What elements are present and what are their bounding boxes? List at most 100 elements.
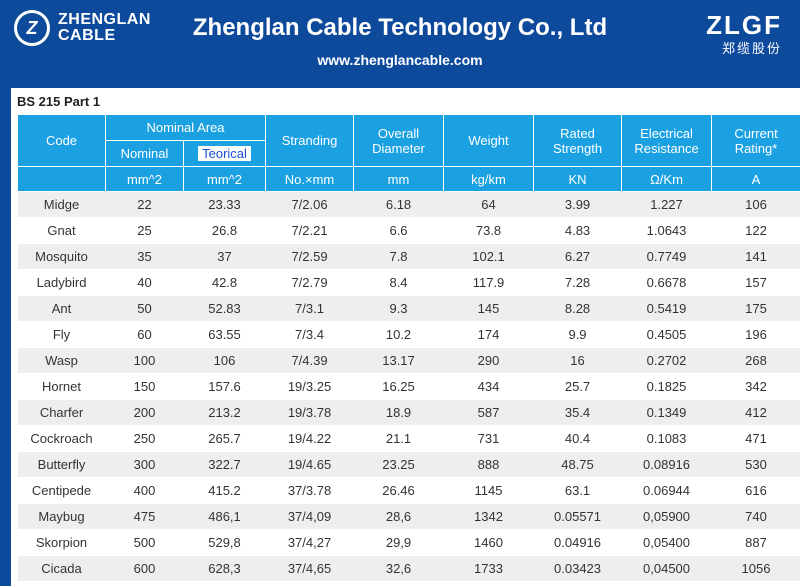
- table-cell: 48.75: [533, 451, 622, 478]
- table-cell: 1.227: [621, 191, 712, 218]
- company-website[interactable]: www.zhenglancable.com: [317, 52, 483, 68]
- table-cell: 3.99: [533, 191, 622, 218]
- cable-code-cell: Cockroach: [17, 425, 106, 452]
- table-cell: 35.4: [533, 399, 622, 426]
- cable-spec-table: Code Nominal Area Stranding Overall Diam…: [17, 114, 800, 582]
- table-row: Centipede 400 415.2 37/3.78 26.46 1145 63.1 0.0…: [17, 477, 800, 504]
- table-cell: 200: [105, 399, 184, 426]
- table-cell: 37/3.78: [265, 477, 354, 504]
- cable-code-cell: Wasp: [17, 347, 106, 374]
- table-cell: 10.2: [353, 321, 444, 348]
- table-cell: 7/3.1: [265, 295, 354, 322]
- unit-cell: No.×mm: [265, 166, 355, 192]
- table-cell: 7/3.4: [265, 321, 354, 348]
- header-overall-diameter: Overall Diameter: [353, 114, 445, 167]
- cable-code-cell: Butterfly: [17, 451, 106, 478]
- table-cell: 628,3: [183, 555, 266, 582]
- table-cell: 7/2.79: [265, 269, 354, 296]
- table-cell: 1145: [443, 477, 534, 504]
- table-cell: 25.7: [533, 373, 622, 400]
- table-cell: 0.7749: [621, 243, 712, 270]
- cable-code-cell: Charfer: [17, 399, 106, 426]
- brand-logo-chinese: 郑缆股份: [721, 41, 782, 56]
- table-cell: 23.25: [353, 451, 444, 478]
- table-cell: 268: [711, 347, 800, 374]
- table-cell: 6.27: [533, 243, 622, 270]
- table-cell: 0.1083: [621, 425, 712, 452]
- table-cell: 42.8: [183, 269, 266, 296]
- table-cell: 22: [105, 191, 184, 218]
- table-cell: 0.6678: [621, 269, 712, 296]
- table-cell: 106: [183, 347, 266, 374]
- table-cell: 0.5419: [621, 295, 712, 322]
- table-cell: 1342: [443, 503, 534, 530]
- table-cell: 73.8: [443, 217, 534, 244]
- table-cell: 415.2: [183, 477, 266, 504]
- unit-cell: KN: [533, 166, 623, 192]
- table-cell: 157.6: [183, 373, 266, 400]
- table-cell: 529,8: [183, 529, 266, 556]
- header-nominal: Nominal: [105, 140, 184, 167]
- table-cell: 0.1349: [621, 399, 712, 426]
- table-cell: 35: [105, 243, 184, 270]
- unit-cell: mm^2: [182, 166, 267, 192]
- table-cell: 117.9: [443, 269, 534, 296]
- table-cell: 7.8: [353, 243, 444, 270]
- table-cell: 174: [443, 321, 534, 348]
- table-cell: 0.2702: [621, 347, 712, 374]
- table-cell: 0.05571: [533, 503, 622, 530]
- table-cell: 7.28: [533, 269, 622, 296]
- header-nominal-area: Nominal Area: [104, 114, 267, 141]
- table-cell: 102.1: [443, 243, 534, 270]
- table-cell: 7/2.21: [265, 217, 354, 244]
- table-cell: 0,05400: [621, 529, 712, 556]
- table-cell: 196: [711, 321, 800, 348]
- table-cell: 60: [105, 321, 184, 348]
- header-code: Code: [17, 114, 106, 167]
- table-cell: 7/2.59: [265, 243, 354, 270]
- table-cell: 887: [711, 529, 800, 556]
- table-cell: 122: [711, 217, 800, 244]
- table-cell: 740: [711, 503, 800, 530]
- table-row: Wasp 100 106 7/4.39 13.17 290 16 0.2702 268: [17, 347, 800, 374]
- page-header: Z ZHENGLAN CABLE Zhenglan Cable Technolo…: [0, 0, 800, 88]
- table-cell: 0.04916: [533, 529, 622, 556]
- table-cell: 0.1825: [621, 373, 712, 400]
- table-cell: 19/4.22: [265, 425, 354, 452]
- cable-code-cell: Mosquito: [17, 243, 106, 270]
- cable-code-cell: Gnat: [17, 217, 106, 244]
- table-cell: 157: [711, 269, 800, 296]
- table-cell: 19/3.25: [265, 373, 354, 400]
- table-cell: 0,05900: [621, 503, 712, 530]
- table-cell: 40: [105, 269, 184, 296]
- table-cell: 300: [105, 451, 184, 478]
- table-cell: 0.4505: [621, 321, 712, 348]
- logo-line-1: ZHENGLAN: [58, 11, 151, 28]
- table-cell: 1460: [443, 529, 534, 556]
- cable-code-cell: Maybug: [17, 503, 106, 530]
- table-cell: 32,6: [353, 555, 444, 582]
- table-cell: 19/4.65: [265, 451, 354, 478]
- table-cell: 100: [105, 347, 184, 374]
- unit-cell: mm^2: [105, 166, 184, 192]
- table-cell: 9.3: [353, 295, 444, 322]
- table-cell: 265.7: [183, 425, 266, 452]
- table-row: Fly 60 63.55 7/3.4 10.2 174 9.9 0.4505 196: [17, 321, 800, 348]
- table-cell: 175: [711, 295, 800, 322]
- cable-code-cell: Midge: [17, 191, 106, 218]
- table-cell: 26.46: [353, 477, 444, 504]
- table-cell: 37/4,09: [265, 503, 354, 530]
- cable-code-cell: Cicada: [17, 555, 106, 582]
- cable-code-cell: Hornet: [17, 373, 106, 400]
- table-cell: 731: [443, 425, 534, 452]
- table-cell: 141: [711, 243, 800, 270]
- header-current-rating: Current Rating*: [711, 114, 800, 167]
- table-cell: 52.83: [183, 295, 266, 322]
- header-stranding: Stranding: [265, 114, 355, 167]
- table-cell: 213.2: [183, 399, 266, 426]
- header-electrical-resistance: Electrical Resistance: [621, 114, 713, 167]
- table-cell: 530: [711, 451, 800, 478]
- table-cell: 63.55: [183, 321, 266, 348]
- table-cell: 23.33: [183, 191, 266, 218]
- table-cell: 0.06944: [621, 477, 712, 504]
